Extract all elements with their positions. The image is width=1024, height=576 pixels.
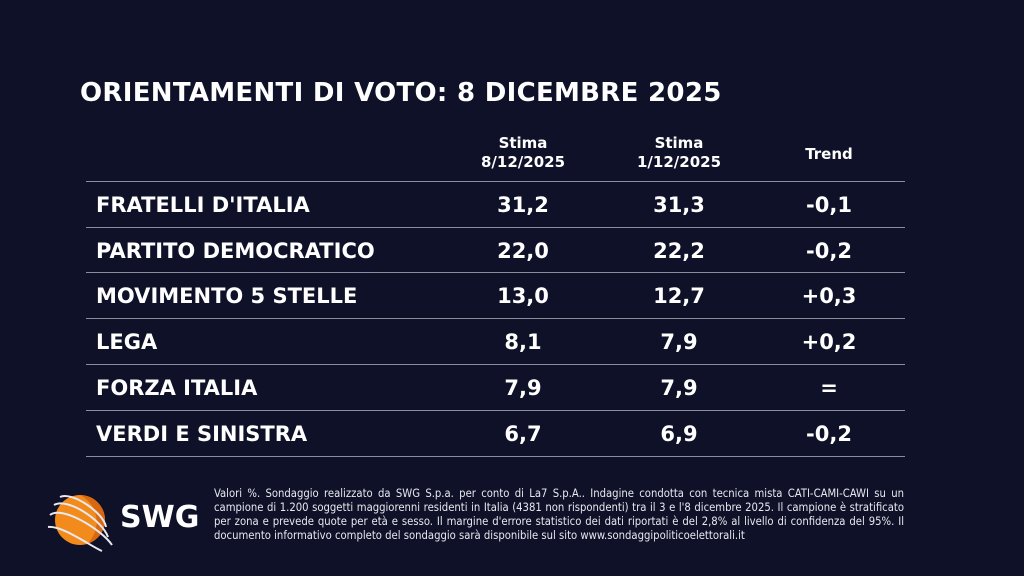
current-estimate: 6,7 <box>504 421 542 446</box>
methodology-note: Valori %. Sondaggio realizzato da SWG S.… <box>214 487 904 542</box>
current-estimate: 13,0 <box>497 284 549 309</box>
swg-logo-text: SWG <box>120 500 200 535</box>
header-trend: Trend <box>805 145 853 163</box>
trend-value: +0,3 <box>801 284 857 309</box>
table-row: FORZA ITALIA 7,9 7,9 = <box>86 363 905 410</box>
trend-value: +0,2 <box>801 330 857 355</box>
previous-estimate: 7,9 <box>660 330 698 355</box>
current-estimate: 7,9 <box>504 375 542 400</box>
current-estimate: 22,0 <box>497 238 549 263</box>
party-name: VERDI E SINISTRA <box>96 421 308 446</box>
trend-value: -0,2 <box>806 421 852 446</box>
table-row: FRATELLI D'ITALIA 31,2 31,3 -0,1 <box>86 181 905 227</box>
party-name: FORZA ITALIA <box>96 375 258 400</box>
trend-value: -0,1 <box>806 193 852 217</box>
previous-estimate: 31,3 <box>653 193 705 217</box>
table-row: VERDI E SINISTRA 6,7 6,9 -0,2 <box>86 409 905 457</box>
previous-estimate: 7,9 <box>660 375 698 400</box>
previous-estimate: 12,7 <box>653 284 705 309</box>
party-name: MOVIMENTO 5 STELLE <box>96 284 358 309</box>
header-label: Stima <box>654 134 704 152</box>
current-estimate: 31,2 <box>497 193 549 217</box>
party-name: LEGA <box>96 330 158 355</box>
table-row: MOVIMENTO 5 STELLE 13,0 12,7 +0,3 <box>86 272 905 318</box>
previous-estimate: 22,2 <box>653 238 705 263</box>
header-stima-current: Stima 8/12/2025 <box>448 134 598 172</box>
table-row: PARTITO DEMOCRATICO 22,0 22,2 -0,2 <box>86 226 905 273</box>
table-row: LEGA 8,1 7,9 +0,2 <box>86 318 905 364</box>
header-stima-previous: Stima 1/12/2025 <box>604 134 754 172</box>
header-label: Stima <box>498 134 548 152</box>
party-name: PARTITO DEMOCRATICO <box>96 238 375 263</box>
header-date: 8/12/2025 <box>480 153 566 171</box>
current-estimate: 8,1 <box>504 330 542 355</box>
trend-value: = <box>820 375 838 400</box>
previous-estimate: 6,9 <box>660 421 698 446</box>
party-name: FRATELLI D'ITALIA <box>96 193 310 217</box>
page-title: ORIENTAMENTI DI VOTO: 8 DICEMBRE 2025 <box>80 78 722 108</box>
header-date: 1/12/2025 <box>636 153 722 171</box>
trend-value: -0,2 <box>806 238 852 263</box>
swg-globe-logo-icon <box>47 494 113 552</box>
